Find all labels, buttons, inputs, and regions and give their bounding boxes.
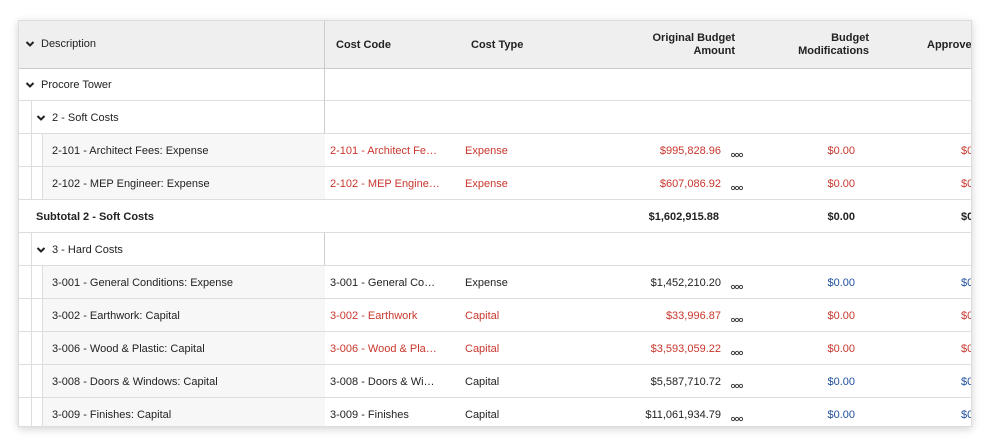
cost-code: 3-008 - Doors & Wi… xyxy=(330,376,435,388)
desc-cell-bg xyxy=(42,134,325,166)
group-label[interactable]: Procore Tower xyxy=(41,79,112,91)
group-label[interactable]: 3 - Hard Costs xyxy=(52,244,123,256)
modifications[interactable]: $0.00 xyxy=(827,409,855,421)
row-border xyxy=(19,397,971,398)
desc-cell-bg xyxy=(42,266,325,298)
description: 3-002 - Earthwork: Capital xyxy=(52,310,180,322)
chevron[interactable] xyxy=(25,39,35,49)
header-cell[interactable]: Budget Modifications xyxy=(798,32,869,57)
description: 3-001 - General Conditions: Expense xyxy=(52,277,233,289)
more-icon xyxy=(730,350,744,356)
cost-code[interactable]: 2-102 - MEP Engine… xyxy=(330,178,440,190)
header-cell[interactable]: Description xyxy=(41,38,97,50)
approved[interactable]: $0.00 xyxy=(961,343,971,355)
more-button[interactable] xyxy=(730,314,745,323)
approved[interactable]: $0.00 xyxy=(961,376,971,388)
more-icon xyxy=(730,185,744,191)
desc-cell-bg xyxy=(42,332,325,364)
original-budget: $5,587,710.72 xyxy=(650,376,721,388)
row-border xyxy=(19,364,971,365)
approved[interactable]: $0.00 xyxy=(961,145,971,157)
cost-type: Expense xyxy=(465,145,508,157)
chevron-icon xyxy=(36,247,46,253)
indent-line xyxy=(31,233,32,426)
approved[interactable]: $0.00 xyxy=(961,310,971,322)
cost-type: Capital xyxy=(465,310,500,322)
group-label[interactable]: 2 - Soft Costs xyxy=(52,112,119,124)
row-border xyxy=(19,100,971,101)
more-button[interactable] xyxy=(730,281,745,290)
desc-cell-bg xyxy=(42,398,325,426)
approved[interactable]: $0.00 xyxy=(961,178,971,190)
approved[interactable]: $0.00 xyxy=(961,277,971,289)
chevron-icon xyxy=(36,115,46,121)
more-icon xyxy=(730,284,744,290)
more-icon xyxy=(730,383,744,389)
row-border xyxy=(19,265,971,266)
original-budget: $1,452,210.20 xyxy=(650,277,721,289)
description: 3-008 - Doors & Windows: Capital xyxy=(52,376,218,388)
chevron[interactable] xyxy=(25,80,35,90)
more-icon xyxy=(730,317,744,323)
desc-cell-bg xyxy=(42,365,325,397)
row-border xyxy=(19,199,971,200)
chevron-icon xyxy=(25,82,35,88)
cost-code[interactable]: 3-002 - Earthwork xyxy=(330,310,418,322)
modifications[interactable]: $0.00 xyxy=(827,310,855,322)
original-budget: $33,996.87 xyxy=(665,310,721,322)
description: 3-009 - Finishes: Capital xyxy=(52,409,172,421)
modifications[interactable]: $0.00 xyxy=(827,145,855,157)
budget-table: Description Cost Code Cost Type Original Bu… xyxy=(18,20,972,427)
header-cell[interactable]: Original Budget Amount xyxy=(652,32,736,57)
row-border xyxy=(19,232,971,233)
header-bg xyxy=(19,21,971,69)
subtotal-label: Subtotal 2 - Soft Costs xyxy=(36,211,154,223)
cost-code: 3-001 - General Co… xyxy=(330,277,436,289)
description: 2-101 - Architect Fees: Expense xyxy=(52,145,209,157)
modifications[interactable]: $0.00 xyxy=(827,376,855,388)
subtotal-approved: $0.00 xyxy=(961,211,971,223)
cost-type: Expense xyxy=(465,178,508,190)
modifications[interactable]: $0.00 xyxy=(827,343,855,355)
description: 3-006 - Wood & Plastic: Capital xyxy=(52,343,205,355)
desc-cell-bg xyxy=(42,299,325,331)
cost-code[interactable]: 3-006 - Wood & Pla… xyxy=(330,343,437,355)
original-budget: $11,061,934.79 xyxy=(645,409,721,421)
modifications[interactable]: $0.00 xyxy=(827,178,855,190)
header-cell[interactable]: Approved xyxy=(927,39,972,51)
more-button[interactable] xyxy=(730,182,745,191)
header-cell[interactable]: Cost Type xyxy=(471,39,524,51)
chevron-icon xyxy=(25,41,35,47)
row-border xyxy=(19,331,971,332)
more-button[interactable] xyxy=(730,413,745,422)
modifications[interactable]: $0.00 xyxy=(827,277,855,289)
description: 2-102 - MEP Engineer: Expense xyxy=(52,178,210,190)
chevron[interactable] xyxy=(36,113,46,123)
original-budget: $607,086.92 xyxy=(659,178,721,190)
more-icon xyxy=(730,416,744,422)
subtotal-modifications: $0.00 xyxy=(827,211,855,223)
approved[interactable]: $0.00 xyxy=(961,409,971,421)
more-icon xyxy=(730,152,744,158)
header-cell[interactable]: Cost Code xyxy=(336,39,391,51)
original-budget: $3,593,059.22 xyxy=(650,343,721,355)
chevron[interactable] xyxy=(36,245,46,255)
cost-code[interactable]: 2-101 - Architect Fe… xyxy=(330,145,437,157)
subtotal-bg xyxy=(19,200,971,232)
cost-type: Capital xyxy=(465,376,500,388)
cost-type: Capital xyxy=(465,343,500,355)
cost-code: 3-009 - Finishes xyxy=(330,409,409,421)
more-button[interactable] xyxy=(730,149,745,158)
more-button[interactable] xyxy=(730,380,745,389)
desc-cell-bg xyxy=(42,167,325,199)
subtotal-amount: $1,602,915.88 xyxy=(648,211,719,223)
cost-type: Expense xyxy=(465,277,508,289)
cost-type: Capital xyxy=(465,409,500,421)
row-border xyxy=(19,166,971,167)
row-border xyxy=(19,298,971,299)
original-budget: $995,828.96 xyxy=(659,145,721,157)
row-border xyxy=(19,133,971,134)
more-button[interactable] xyxy=(730,347,745,356)
